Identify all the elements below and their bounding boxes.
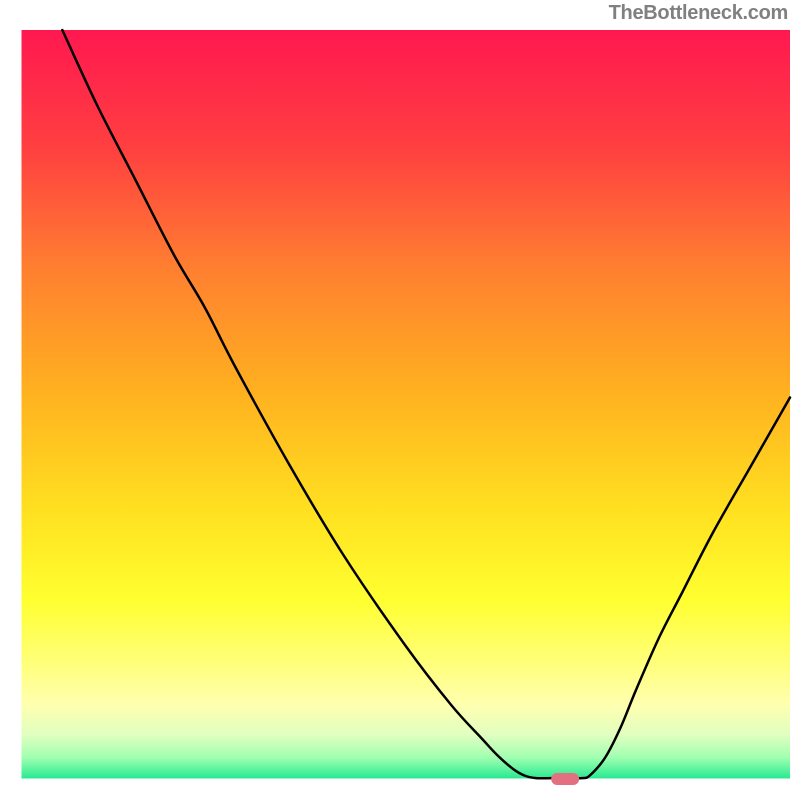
chart-container: TheBottleneck.com [0,0,800,800]
watermark-text: TheBottleneck.com [609,2,788,25]
chart-background [20,30,790,780]
bottleneck-chart [0,0,800,800]
optimal-marker [551,773,579,785]
